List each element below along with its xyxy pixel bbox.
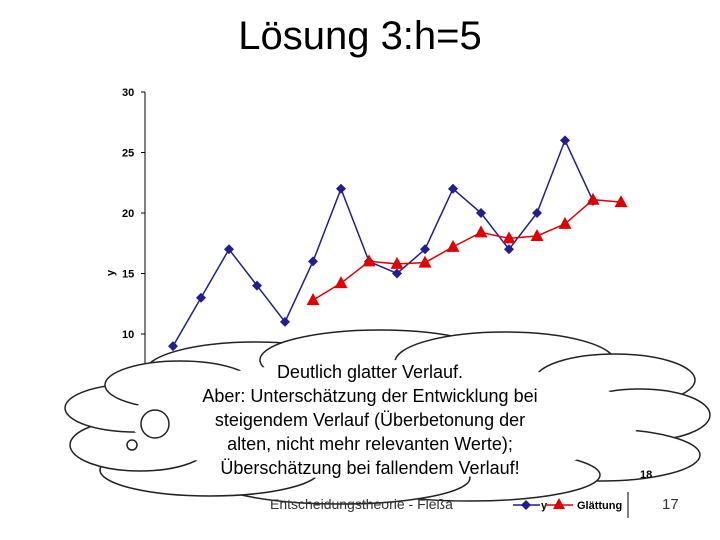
data-point-diamond — [308, 256, 318, 267]
data-point-triangle — [474, 225, 488, 238]
data-point-triangle — [390, 256, 404, 269]
data-point-diamond — [560, 135, 570, 146]
callout-line: Aber: Unterschätzung der Entwicklung bei — [202, 386, 538, 406]
series-line-y — [172, 138, 594, 347]
y-tick-label: 10 — [122, 329, 134, 341]
callout-line: Überschätzung bei fallendem Verlauf! — [220, 458, 520, 478]
y-axis: 30 25 20 15 10 y — [105, 87, 146, 480]
data-point-diamond — [448, 183, 458, 194]
data-point-diamond — [504, 244, 514, 255]
y-tick-label: 15 — [122, 269, 134, 281]
callout-line: alten, nicht mehr relevanten Werte); — [227, 434, 513, 454]
data-point-diamond — [168, 341, 178, 352]
series-layer — [168, 135, 628, 352]
x-tick-label: 18 — [640, 469, 652, 481]
data-point-triangle — [502, 231, 516, 244]
data-point-diamond — [196, 292, 206, 303]
data-point-triangle — [446, 239, 460, 252]
page-number: 17 — [662, 496, 679, 513]
data-point-triangle — [530, 228, 544, 241]
series-line-glaettung — [312, 198, 622, 301]
cloud-bubble-tiny — [126, 439, 138, 451]
y-tick-label: 20 — [122, 208, 134, 220]
footer-text: Entscheidungstheorie - Fleßa — [270, 496, 453, 512]
callout-line: Deutlich glatter Verlauf. — [276, 362, 464, 382]
callout-cloud — [64, 329, 711, 505]
data-point-triangle — [362, 254, 376, 267]
callout-text: Deutlich glatter Verlauf. Aber: Untersch… — [160, 360, 580, 480]
legend-label-glaettung: Glättung — [577, 500, 622, 512]
data-point-diamond — [392, 268, 402, 279]
data-point-triangle — [306, 293, 320, 306]
data-point-diamond — [280, 316, 290, 327]
legend-marker-glaettung — [553, 498, 565, 509]
x-tick-layer: 18 — [640, 469, 652, 481]
data-point-diamond — [252, 280, 262, 291]
data-point-diamond — [476, 208, 486, 218]
y-axis-label: y — [105, 269, 117, 276]
cloud-body — [130, 360, 640, 480]
data-point-diamond — [420, 244, 430, 255]
data-point-diamond — [532, 208, 542, 218]
data-point-triangle — [558, 216, 572, 229]
legend-marker-y — [521, 500, 531, 510]
slide-title: Lösung 3:h=5 — [238, 14, 482, 58]
data-point-triangle — [418, 255, 432, 268]
data-point-triangle — [334, 276, 348, 289]
data-point-diamond — [224, 244, 234, 255]
y-tick-label: 30 — [122, 87, 134, 99]
cloud-bubble-small — [140, 409, 170, 439]
legend-label-y: y — [541, 500, 548, 512]
data-point-triangle — [586, 192, 600, 205]
data-point-triangle — [614, 195, 628, 208]
legend: y Glättung — [513, 492, 629, 518]
y-tick-label: 25 — [122, 148, 134, 160]
data-point-diamond — [336, 183, 346, 194]
callout-line: steigendem Verlauf (Überbetonung der — [214, 410, 526, 430]
